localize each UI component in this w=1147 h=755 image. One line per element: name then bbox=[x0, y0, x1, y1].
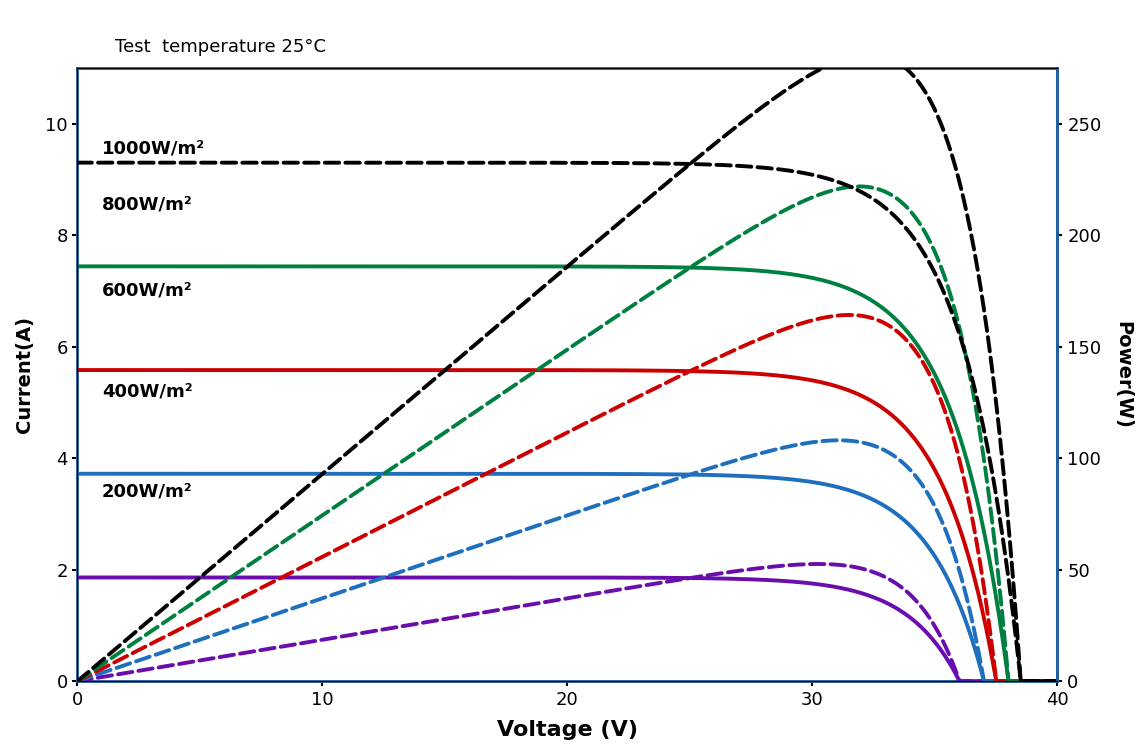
Y-axis label: Current(A): Current(A) bbox=[15, 316, 34, 433]
Text: 1000W/m²: 1000W/m² bbox=[102, 140, 205, 158]
Text: 800W/m²: 800W/m² bbox=[102, 196, 193, 214]
Y-axis label: Power(W): Power(W) bbox=[1113, 321, 1132, 428]
Text: 600W/m²: 600W/m² bbox=[102, 282, 193, 300]
X-axis label: Voltage (V): Voltage (V) bbox=[497, 720, 638, 740]
Text: 200W/m²: 200W/m² bbox=[102, 482, 193, 501]
Text: 400W/m²: 400W/m² bbox=[102, 382, 193, 400]
Text: Test  temperature 25°C: Test temperature 25°C bbox=[115, 38, 326, 56]
